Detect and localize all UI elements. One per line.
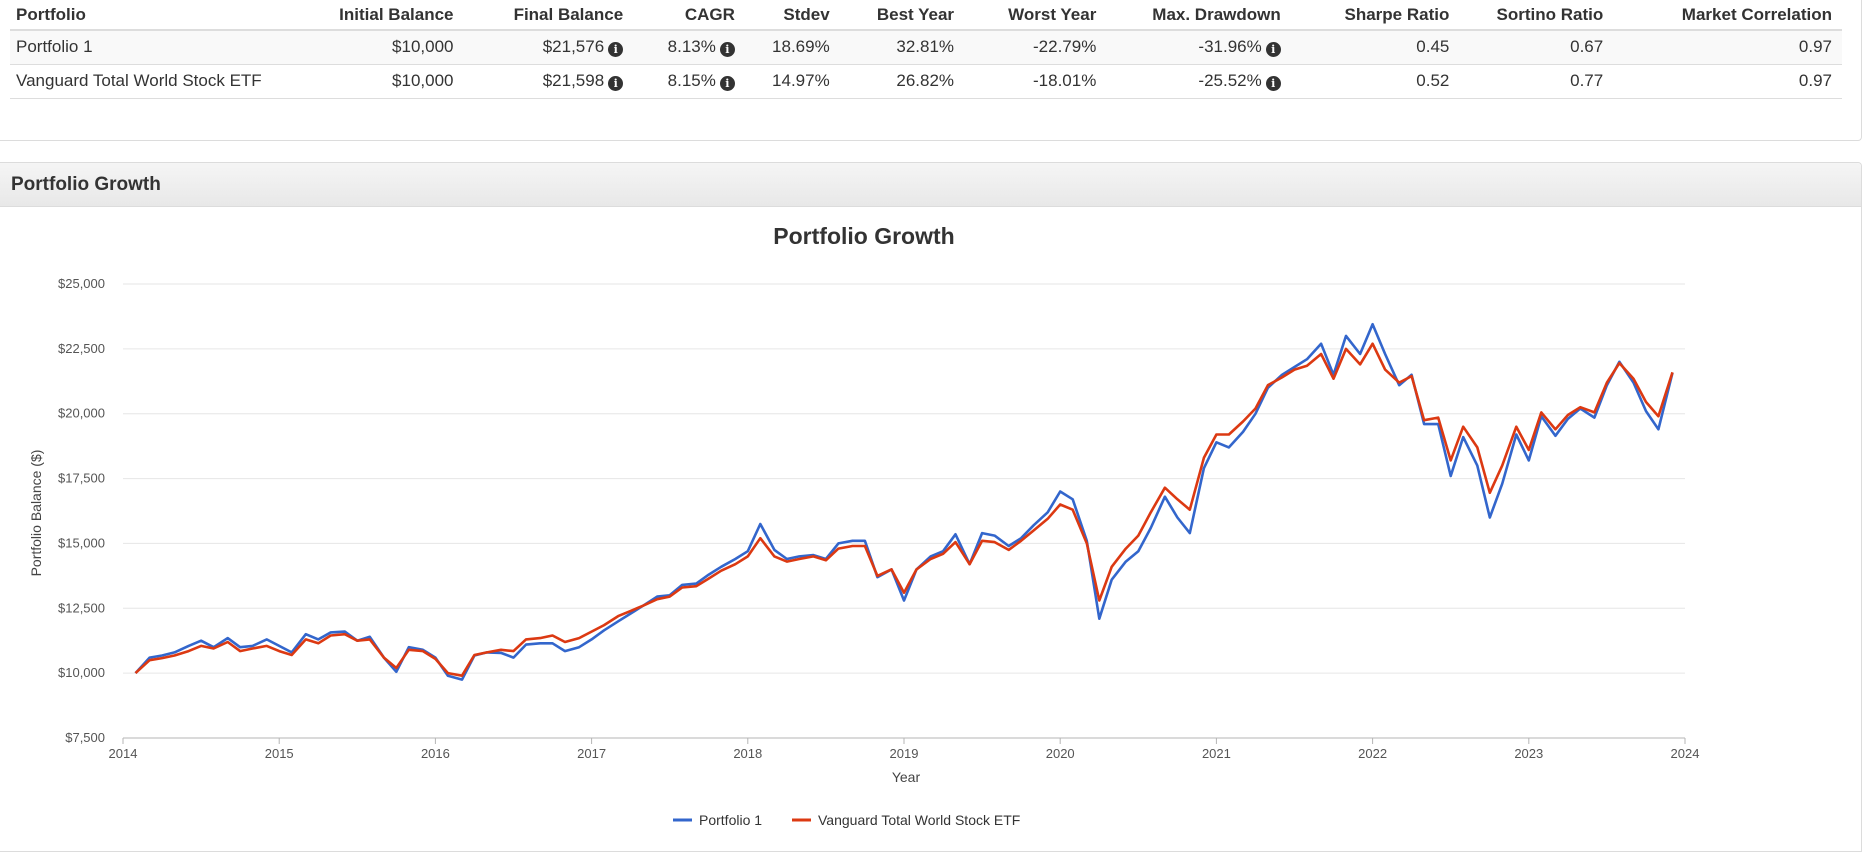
y-tick-label: $12,500	[58, 600, 105, 615]
x-tick-label: 2014	[109, 746, 138, 761]
metrics-panel: Portfolio Initial Balance Final Balance …	[0, 0, 1862, 141]
table-row: Vanguard Total World Stock ETF $10,000 $…	[10, 64, 1842, 99]
max-drawdown-cell: -31.96% i	[1106, 30, 1291, 65]
portfolio-growth-panel: Portfolio Growth Portfolio Growth $7,500 $…	[0, 162, 1862, 852]
stdev: 18.69%	[744, 30, 840, 65]
column-header[interactable]: Worst Year	[964, 0, 1107, 31]
y-tick-label: $17,500	[58, 471, 105, 486]
sharpe-ratio: 0.52	[1290, 64, 1460, 99]
x-tick-label: 2022	[1358, 746, 1387, 761]
series-line-vanguard-total-world[interactable]	[134, 342, 1674, 677]
y-tick-label: $25,000	[58, 276, 105, 291]
x-tick-label: 2018	[733, 746, 762, 761]
market-correlation: 0.97	[1613, 30, 1842, 65]
column-header[interactable]: Sortino Ratio	[1459, 0, 1614, 31]
x-tick-label: 2024	[1671, 746, 1700, 761]
info-circle-icon[interactable]: i	[719, 76, 735, 91]
cagr-cell: 8.15% i	[633, 64, 745, 99]
initial-balance: $10,000	[326, 64, 464, 99]
stdev: 14.97%	[744, 64, 840, 99]
max-drawdown: -31.96%	[1198, 37, 1262, 57]
info-circle-icon[interactable]: i	[1265, 76, 1281, 91]
portfolio-name: Vanguard Total World Stock ETF	[10, 64, 327, 99]
metrics-table: Portfolio Initial Balance Final Balance …	[10, 0, 1842, 99]
panel-header: Portfolio Growth	[0, 163, 1861, 207]
table-header-row: Portfolio Initial Balance Final Balance …	[10, 0, 1842, 31]
x-tick-label: 2017	[577, 746, 606, 761]
x-tick-label: 2016	[421, 746, 450, 761]
y-tick-label: $10,000	[58, 665, 105, 680]
column-header[interactable]: Portfolio	[10, 0, 327, 31]
final-balance-cell: $21,598 i	[463, 64, 634, 99]
sortino-ratio: 0.77	[1459, 64, 1614, 99]
best-year: 26.82%	[839, 64, 965, 99]
final-balance-cell: $21,576 i	[463, 30, 634, 65]
portfolio-name: Portfolio 1	[10, 30, 327, 65]
chart-svg: Portfolio Growth $7,500 $10,000 $12,500 $15,…	[28, 223, 1700, 828]
info-circle-icon[interactable]: i	[608, 42, 624, 58]
cagr: 8.15%	[667, 71, 716, 90]
info-circle-icon[interactable]: i	[1265, 42, 1281, 58]
column-header[interactable]: Max. Drawdown	[1106, 0, 1291, 31]
column-header[interactable]: Market Correlation	[1613, 0, 1842, 31]
series-line-portfolio-1[interactable]	[134, 322, 1674, 681]
max-drawdown-cell: -25.52% i	[1106, 64, 1291, 99]
x-tick-label: 2021	[1202, 746, 1231, 761]
column-header[interactable]: Final Balance	[463, 0, 634, 31]
best-year: 32.81%	[839, 30, 965, 65]
worst-year: -22.79%	[964, 30, 1107, 65]
column-header[interactable]: CAGR	[633, 0, 745, 31]
table-row: Portfolio 1 $10,000 $21,576 i 8.13% i 18.6…	[10, 30, 1842, 65]
chart-title: Portfolio Growth	[773, 223, 954, 249]
y-tick-label: $22,500	[58, 341, 105, 356]
y-tick-label: $15,000	[58, 535, 105, 550]
cagr-cell: 8.13% i	[633, 30, 745, 65]
cagr: 8.13%	[667, 37, 716, 57]
y-axis-title: Portfolio Balance ($)	[28, 450, 44, 577]
column-header[interactable]: Sharpe Ratio	[1290, 0, 1460, 31]
x-tick-label: 2019	[890, 746, 919, 761]
column-header[interactable]: Best Year	[839, 0, 965, 31]
max-drawdown: -25.52%	[1198, 71, 1262, 90]
info-circle-icon[interactable]: i	[719, 42, 735, 58]
sharpe-ratio: 0.45	[1290, 30, 1460, 65]
final-balance: $21,576	[542, 37, 605, 57]
column-header[interactable]: Stdev	[744, 0, 840, 31]
y-tick-label: $7,500	[65, 730, 105, 745]
initial-balance: $10,000	[326, 30, 464, 65]
x-tick-label: 2023	[1514, 746, 1543, 761]
x-axis-title: Year	[892, 769, 921, 785]
column-header[interactable]: Initial Balance	[326, 0, 464, 31]
legend-item-vanguard-total-world[interactable]: Vanguard Total World Stock ETF	[818, 812, 1020, 828]
x-tick-label: 2015	[265, 746, 294, 761]
final-balance: $21,598	[542, 71, 605, 90]
y-tick-label: $20,000	[58, 406, 105, 421]
sortino-ratio: 0.67	[1459, 30, 1614, 65]
market-correlation: 0.97	[1613, 64, 1842, 99]
info-circle-icon[interactable]: i	[608, 76, 624, 91]
panel-title: Portfolio Growth	[11, 173, 161, 195]
legend-item-portfolio-1[interactable]: Portfolio 1	[699, 812, 762, 828]
worst-year: -18.01%	[964, 64, 1107, 99]
x-tick-label: 2020	[1046, 746, 1075, 761]
